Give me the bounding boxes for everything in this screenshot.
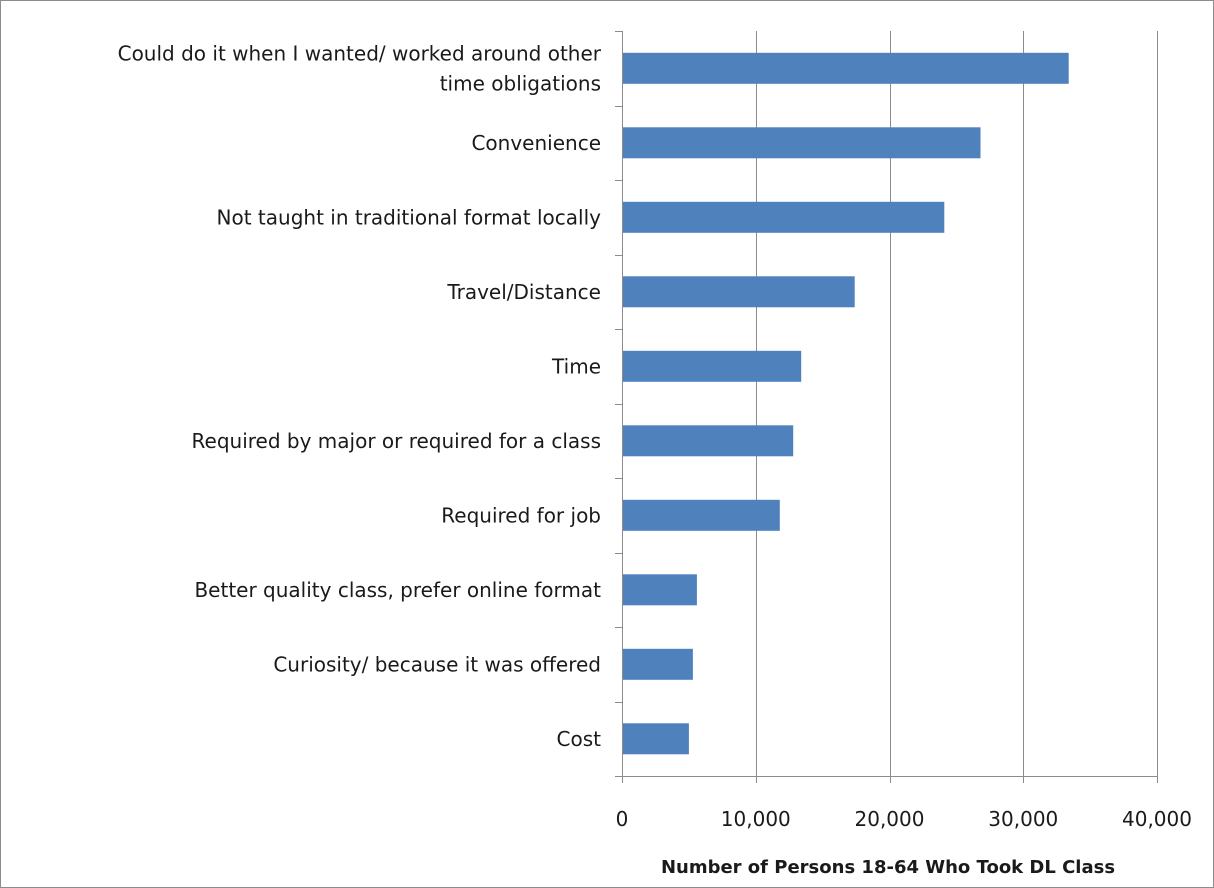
bar-6 [622,425,794,457]
category-label-8: Better quality class, prefer online form… [194,578,601,602]
category-label-5: Time [551,354,601,378]
bar-9 [622,648,693,680]
category-label-line: Travel/Distance [446,280,601,304]
category-label-2: Convenience [471,131,601,155]
category-label-line: Time [551,354,601,378]
category-label-line: Required for job [441,503,601,527]
bar-2 [622,127,981,159]
category-label-line: Cost [557,727,602,751]
category-labels: Could do it when I wanted/ worked around… [118,41,602,751]
x-tick-label-2: 20,000 [855,807,925,831]
category-label-10: Cost [557,727,602,751]
category-label-1: Could do it when I wanted/ worked around… [118,41,602,95]
category-label-3: Not taught in traditional format locally [217,205,602,229]
category-label-7: Required for job [441,503,601,527]
x-tick-label-0: 0 [616,807,629,831]
bar-5 [622,350,802,382]
bar-7 [622,499,780,531]
bar-3 [622,201,945,233]
category-label-9: Curiosity/ because it was offered [273,652,601,676]
bar-8 [622,574,697,606]
tick-labels: 0 10,000 20,000 30,000 40,000 [616,807,1192,831]
axes [615,31,1158,783]
bar-10 [622,723,689,755]
x-tick-label-4: 40,000 [1122,807,1192,831]
category-label-line: Convenience [471,131,601,155]
category-label-line: Could do it when I wanted/ worked around… [118,41,602,65]
bars [622,52,1069,755]
x-tick-label-3: 30,000 [988,807,1058,831]
bar-1 [622,52,1069,84]
category-label-line: Better quality class, prefer online form… [194,578,601,602]
category-label-line: Not taught in traditional format locally [217,205,602,229]
category-label-line: time obligations [440,71,601,95]
category-label-line: Required by major or required for a clas… [192,429,601,453]
x-tick-label-1: 10,000 [721,807,791,831]
category-label-line: Curiosity/ because it was offered [273,652,601,676]
category-label-6: Required by major or required for a clas… [192,429,601,453]
x-axis-title: Number of Persons 18-64 Who Took DL Clas… [661,857,1115,878]
bar-4 [622,276,855,308]
category-label-4: Travel/Distance [446,280,601,304]
